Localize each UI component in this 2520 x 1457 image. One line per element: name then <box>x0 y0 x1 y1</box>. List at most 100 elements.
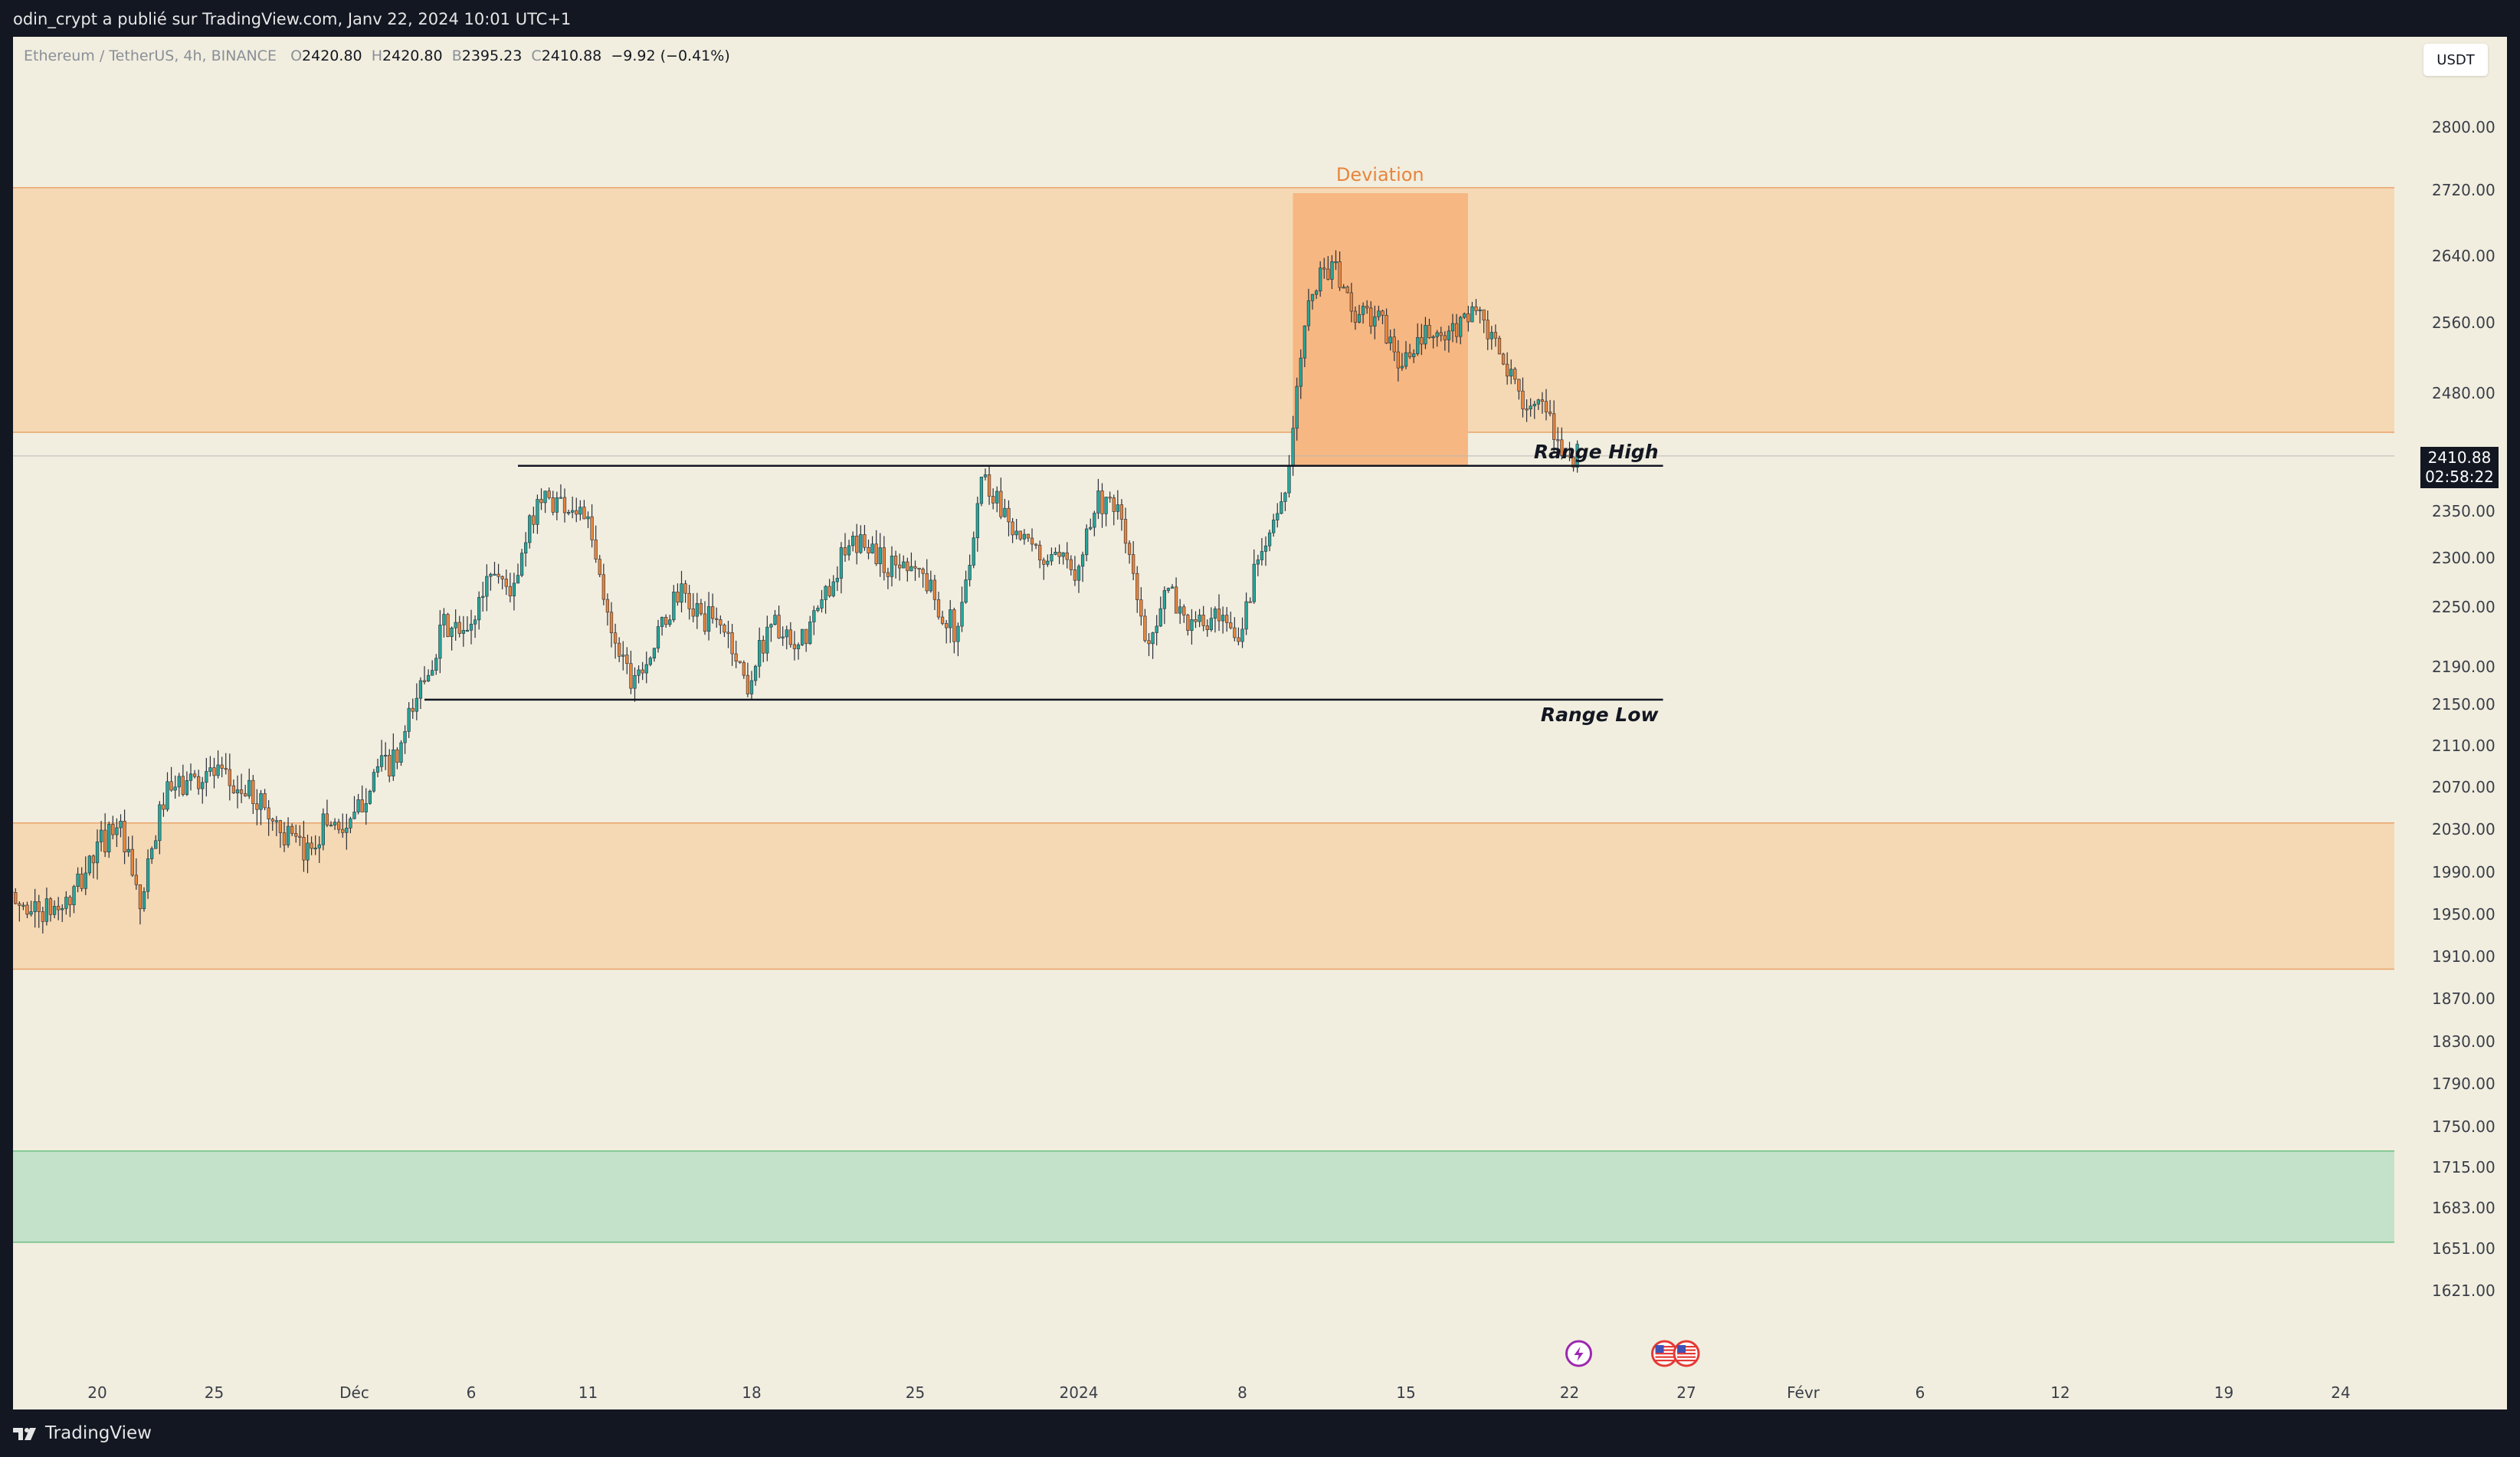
y-tick-label: 2350.00 <box>2432 502 2495 520</box>
candle-body <box>508 586 512 596</box>
candle <box>808 615 812 645</box>
bar-countdown: 02:58:22 <box>2425 468 2494 486</box>
candle-body <box>1057 552 1061 557</box>
candle <box>1030 528 1034 552</box>
candle-body <box>1291 428 1295 466</box>
candle-body <box>1377 310 1381 317</box>
candle <box>859 525 863 554</box>
tradingview-logo[interactable]: TradingView <box>13 1422 152 1445</box>
candle <box>598 555 601 578</box>
candle-body <box>835 578 839 582</box>
candle-body <box>641 669 644 674</box>
candle <box>1489 326 1493 350</box>
candle-body <box>321 813 325 845</box>
candle-body <box>1229 622 1233 628</box>
candle-body <box>349 818 352 829</box>
candle <box>1322 258 1326 279</box>
candle <box>1568 441 1571 461</box>
candle-body <box>769 624 773 628</box>
candle <box>485 564 489 612</box>
candle <box>360 785 364 812</box>
candle-body <box>575 510 578 515</box>
candle-body <box>434 658 438 671</box>
candle-body <box>341 829 345 833</box>
candle-body <box>936 599 941 618</box>
candle-body <box>804 628 808 645</box>
candle-body <box>758 640 762 667</box>
candle-body <box>1466 313 1470 323</box>
candle <box>1186 613 1190 636</box>
candle-body <box>621 655 625 657</box>
candle-body <box>929 579 932 592</box>
candle-body <box>618 642 621 657</box>
candle-body <box>360 799 364 812</box>
candle <box>800 628 804 646</box>
candle <box>321 808 325 851</box>
candle-body <box>95 842 100 864</box>
candle-body <box>1548 412 1552 415</box>
candle-body <box>831 581 835 596</box>
candle-body <box>1127 543 1132 555</box>
candle-body <box>555 497 559 513</box>
ohlc-legend: Ethereum / TetherUS, 4h, BINANCE O2420.8… <box>24 48 730 64</box>
candle <box>1080 551 1085 582</box>
candle <box>551 491 555 516</box>
candle-body <box>1357 313 1362 323</box>
candle <box>1303 325 1306 368</box>
candle-body <box>1014 530 1018 536</box>
candle <box>1108 491 1112 503</box>
candle-body <box>777 615 781 638</box>
candle <box>201 776 205 804</box>
candle-body <box>652 648 657 659</box>
flag-stripe <box>1677 1360 1696 1362</box>
candle-body <box>356 799 360 812</box>
candle <box>138 884 143 925</box>
candle <box>1478 307 1482 323</box>
candle <box>154 835 158 849</box>
candle <box>824 585 827 614</box>
symbol-info[interactable]: Ethereum / TetherUS, 4h, BINANCE <box>24 48 277 64</box>
candle-body <box>477 597 481 621</box>
candle-body <box>224 768 228 770</box>
candle <box>785 625 788 650</box>
y-tick-label: 1870.00 <box>2432 989 2495 1008</box>
candle-body <box>999 491 1003 517</box>
candle-body <box>247 779 251 796</box>
candle-body <box>1568 454 1571 458</box>
candle <box>742 660 746 679</box>
events-layer <box>1565 1340 1700 1367</box>
candle-body <box>1517 379 1521 392</box>
publish-info: odin_crypt a publié sur TradingView.com,… <box>13 10 572 28</box>
candle-body <box>44 898 49 922</box>
candle <box>726 620 730 648</box>
candle-body <box>559 497 563 499</box>
candle <box>61 904 64 922</box>
candle-body <box>1155 625 1158 633</box>
candle-body <box>1190 619 1194 631</box>
candle <box>917 567 921 578</box>
currency-button[interactable]: USDT <box>2423 44 2488 76</box>
candle <box>1334 250 1338 271</box>
candle <box>867 540 870 560</box>
candle <box>298 825 302 846</box>
candle-body <box>1306 300 1311 327</box>
candle-body <box>1139 599 1143 617</box>
candle <box>1400 353 1404 371</box>
candle <box>683 579 687 603</box>
candle-body <box>975 503 979 539</box>
candle <box>1007 500 1011 537</box>
candle <box>1536 399 1540 411</box>
candle <box>1287 454 1291 498</box>
candle <box>244 784 247 797</box>
candle <box>594 525 598 563</box>
candle <box>1392 328 1396 362</box>
x-tick-label: 15 <box>1396 1383 1415 1402</box>
deviation-label: Deviation <box>1336 164 1424 185</box>
chart-frame[interactable]: Range High Range Low Deviation 2800.00 2720… <box>13 37 2507 1409</box>
candle-body <box>1244 601 1248 630</box>
candle-body <box>1166 588 1171 591</box>
candle <box>231 779 236 794</box>
candle <box>1182 604 1186 623</box>
candle-body <box>485 576 489 597</box>
